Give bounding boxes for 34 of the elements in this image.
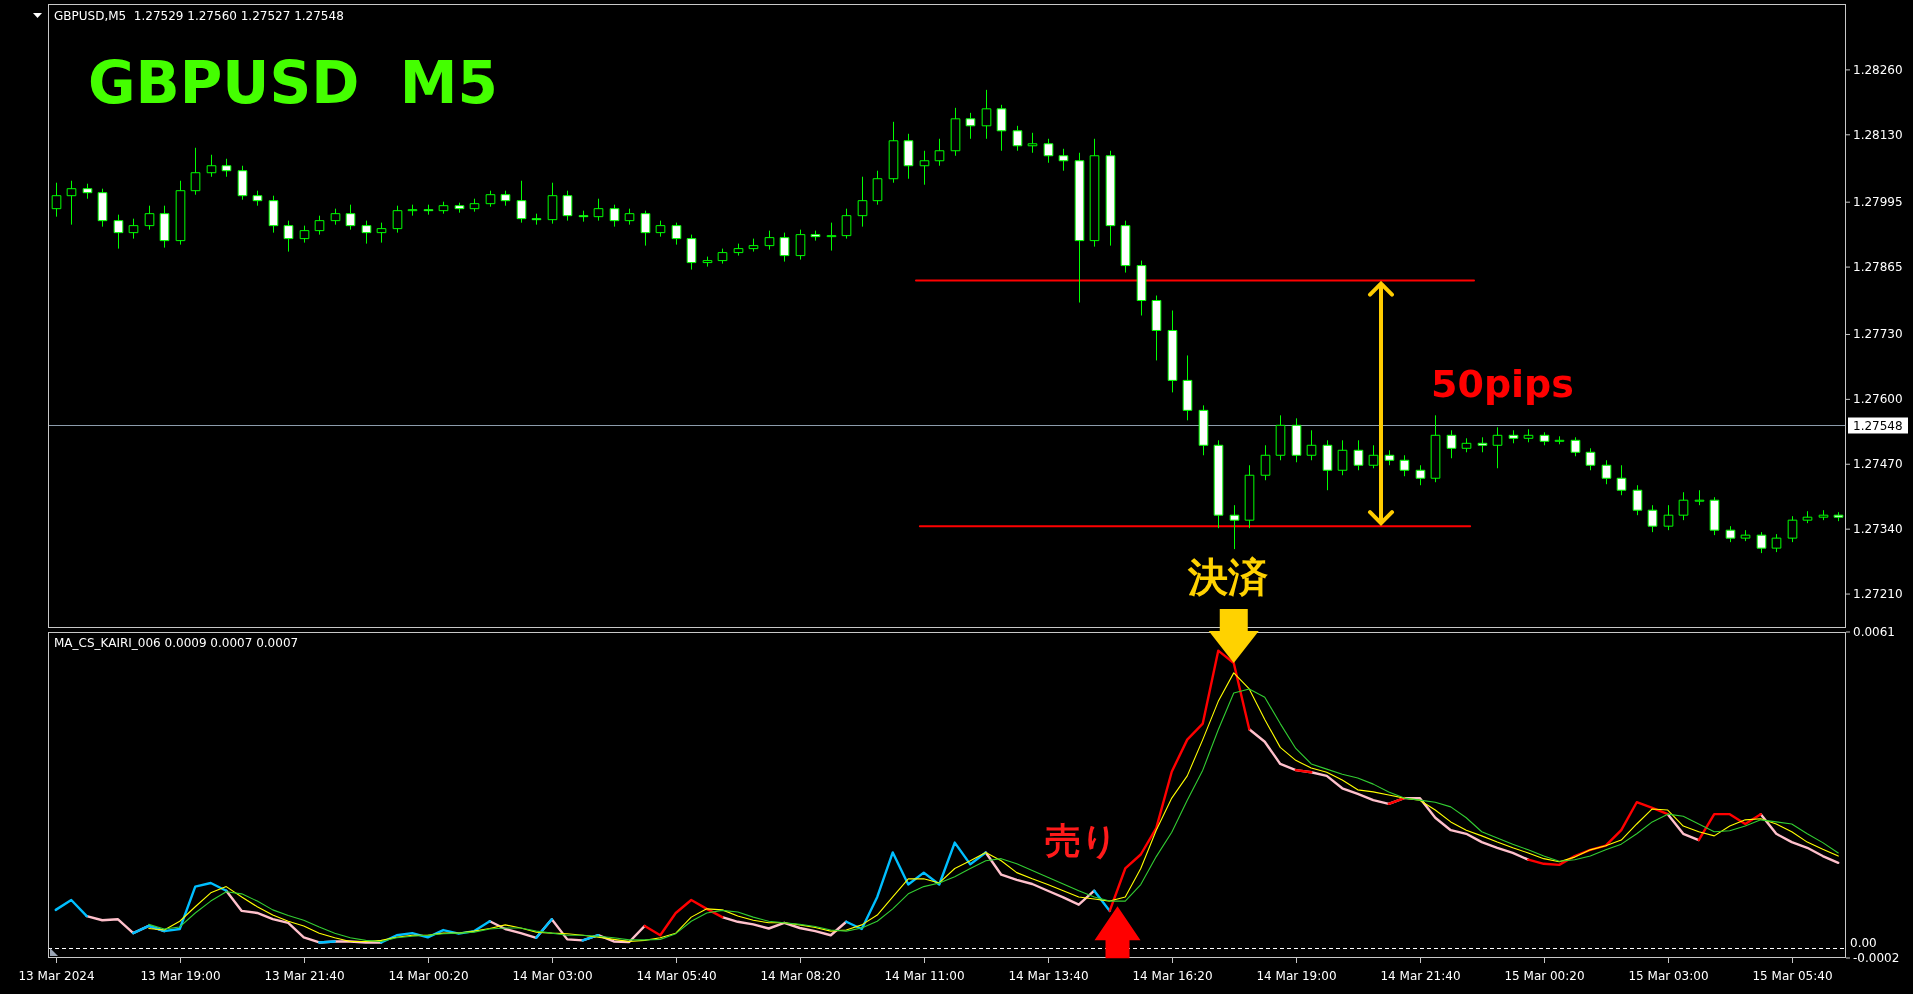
x-tick-label: 14 Mar 05:40 bbox=[636, 969, 717, 983]
text: GBPUSD,M5 1.27529 1.27560 1.27527 1.27548 bbox=[54, 9, 344, 23]
ref-line-label: 1.27548 bbox=[1853, 418, 1903, 433]
chart-title: MA_CS_KAIRI_006 0.0009 0.0007 0.0007 bbox=[54, 636, 299, 650]
x-tick-label: 15 Mar 03:00 bbox=[1628, 969, 1709, 983]
y-tick-label: 1.27340 bbox=[1853, 522, 1903, 537]
x-tick-label: 14 Mar 19:00 bbox=[1256, 969, 1337, 983]
y-tick-label: -0.0002 bbox=[1853, 951, 1900, 965]
x-tick-label: 13 Mar 2024 bbox=[18, 969, 95, 983]
x-tick-label: 13 Mar 21:40 bbox=[264, 969, 345, 983]
annotation: 売り bbox=[1045, 819, 1118, 861]
y-tick-label: 1.27210 bbox=[1853, 587, 1903, 602]
ref-line-label: 0.00 bbox=[1850, 935, 1877, 950]
y-tick-label: 1.28130 bbox=[1853, 127, 1903, 142]
y-tick-label: 1.27865 bbox=[1853, 260, 1903, 275]
y-tick-label: 1.27730 bbox=[1853, 327, 1903, 342]
x-tick-label: 14 Mar 08:20 bbox=[760, 969, 841, 983]
x-tick-label: 14 Mar 16:20 bbox=[1132, 969, 1213, 983]
annotation: 決済 bbox=[1186, 554, 1268, 601]
x-tick-label: 15 Mar 00:20 bbox=[1504, 969, 1585, 983]
x-tick-label: 15 Mar 05:40 bbox=[1752, 969, 1833, 983]
x-tick-label: 14 Mar 11:00 bbox=[884, 969, 965, 983]
y-tick-label: 1.27600 bbox=[1853, 392, 1903, 407]
y-tick-label: 0.0061 bbox=[1853, 625, 1895, 639]
x-tick-label: 14 Mar 00:20 bbox=[388, 969, 469, 983]
annotation: 50pips bbox=[1431, 362, 1574, 407]
text: GBPUSD M5 bbox=[88, 49, 498, 117]
y-tick-label: 1.27470 bbox=[1853, 457, 1903, 472]
y-tick-label: 1.28260 bbox=[1853, 62, 1903, 77]
y-tick-label: 1.27995 bbox=[1853, 195, 1903, 210]
x-tick-label: 14 Mar 21:40 bbox=[1380, 969, 1461, 983]
x-tick-label: 14 Mar 03:00 bbox=[512, 969, 593, 983]
x-tick-label: 14 Mar 13:40 bbox=[1008, 969, 1089, 983]
x-tick-label: 13 Mar 19:00 bbox=[140, 969, 221, 983]
